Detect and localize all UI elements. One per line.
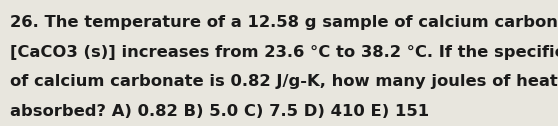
Text: 26. The temperature of a 12.58 g sample of calcium carbonate: 26. The temperature of a 12.58 g sample … xyxy=(10,15,558,30)
Text: absorbed? A) 0.82 B) 5.0 C) 7.5 D) 410 E) 151: absorbed? A) 0.82 B) 5.0 C) 7.5 D) 410 E… xyxy=(10,104,429,119)
Text: [CaCO3 (s)] increases from 23.6 °C to 38.2 °C. If the specific heat: [CaCO3 (s)] increases from 23.6 °C to 38… xyxy=(10,45,558,60)
Text: of calcium carbonate is 0.82 J/g-K, how many joules of heat are: of calcium carbonate is 0.82 J/g-K, how … xyxy=(10,74,558,89)
